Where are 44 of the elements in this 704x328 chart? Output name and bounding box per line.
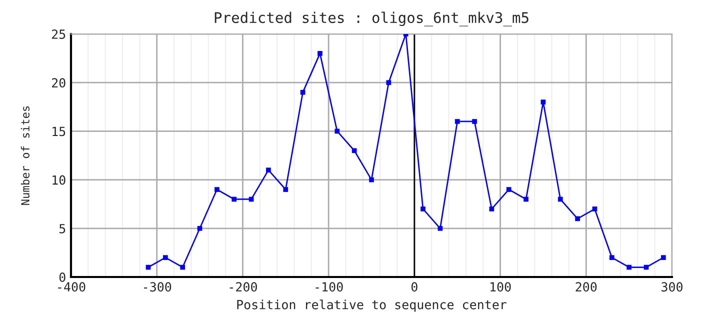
x-axis-title: Position relative to sequence center <box>237 300 506 312</box>
x-tick-label: -300 <box>144 282 172 292</box>
point <box>334 128 340 134</box>
point <box>592 206 598 212</box>
point <box>266 168 271 173</box>
point <box>506 187 512 192</box>
point <box>575 216 580 222</box>
x-tick-label: 200 <box>576 282 597 292</box>
point <box>386 80 392 86</box>
point <box>318 51 322 56</box>
point <box>454 119 460 124</box>
y-tick-label: 15 <box>52 126 66 136</box>
point <box>369 177 374 182</box>
x-tick-label: 300 <box>662 282 682 292</box>
point <box>283 187 288 192</box>
x-tick-label: -200 <box>230 282 257 292</box>
y-tick-label: 0 <box>59 272 66 282</box>
chart-title: Predicted sites : oligos_6nt_mkv3_m5 <box>214 12 528 26</box>
point <box>489 206 494 212</box>
point <box>524 196 528 202</box>
y-tick-label: 25 <box>52 30 66 39</box>
point <box>163 255 168 260</box>
point <box>197 226 202 231</box>
x-tick-label: 0 <box>411 282 418 292</box>
point <box>214 187 220 192</box>
point <box>558 196 563 202</box>
point <box>438 226 443 231</box>
x-tick-label: -100 <box>316 282 343 292</box>
y-tick-label: 20 <box>52 78 66 88</box>
point <box>180 264 186 270</box>
y-tick-label: 5 <box>59 224 66 234</box>
point <box>352 148 357 154</box>
point <box>232 196 237 202</box>
y-tick-label: 10 <box>52 175 66 185</box>
point <box>472 119 477 124</box>
point <box>540 100 546 104</box>
y-axis-title: Number of sites <box>20 106 30 205</box>
point <box>626 264 632 270</box>
x-tick-label: 100 <box>490 282 511 292</box>
point <box>609 255 614 260</box>
x-tick-label: -400 <box>58 282 86 292</box>
point <box>300 90 306 95</box>
point <box>660 255 666 260</box>
point <box>420 206 426 212</box>
